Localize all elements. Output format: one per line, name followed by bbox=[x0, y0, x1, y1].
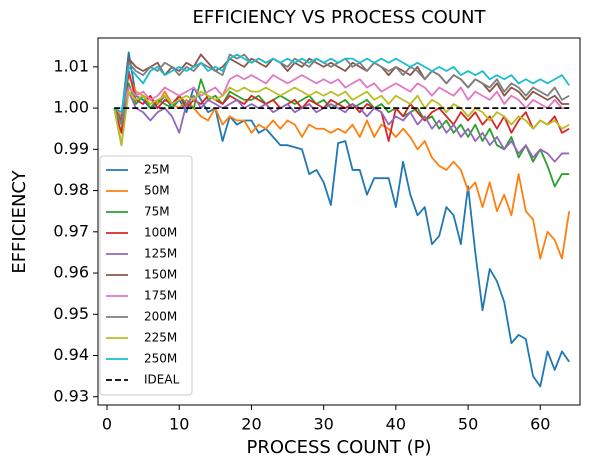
chart-title: EFFICIENCY VS PROCESS COUNT bbox=[193, 7, 487, 28]
y-tick-label: 0.96 bbox=[53, 263, 89, 282]
series-line bbox=[113, 74, 570, 114]
x-tick-label: 20 bbox=[241, 415, 261, 434]
legend-label: 200M bbox=[144, 310, 177, 324]
series-line bbox=[113, 53, 570, 114]
plot-frame bbox=[97, 37, 581, 406]
legend-label: 100M bbox=[144, 226, 177, 240]
series-line bbox=[113, 86, 570, 147]
series-line bbox=[113, 78, 570, 188]
legend-label: 25M bbox=[144, 163, 170, 177]
legend-label: IDEAL bbox=[144, 373, 180, 387]
legend-label: 250M bbox=[144, 352, 177, 366]
x-tick-label: 40 bbox=[386, 415, 406, 434]
legend-label: 125M bbox=[144, 247, 177, 261]
legend-label: 175M bbox=[144, 289, 177, 303]
y-tick-label: 1.01 bbox=[53, 56, 89, 75]
x-tick-label: 50 bbox=[458, 415, 478, 434]
series-line bbox=[113, 53, 570, 122]
y-tick-label: 0.93 bbox=[53, 386, 89, 405]
legend-label: 225M bbox=[144, 331, 177, 345]
series-line bbox=[113, 70, 570, 142]
y-tick-label: 0.95 bbox=[53, 304, 89, 323]
x-axis-label: PROCESS COUNT (P) bbox=[246, 437, 431, 458]
x-tick-label: 0 bbox=[102, 415, 112, 434]
y-tick-label: 0.97 bbox=[53, 221, 89, 240]
legend-label: 50M bbox=[144, 184, 170, 198]
x-tick-label: 10 bbox=[169, 415, 189, 434]
y-tick-label: 1.00 bbox=[53, 98, 89, 117]
y-tick-label: 0.99 bbox=[53, 139, 89, 158]
legend-label: 150M bbox=[144, 268, 177, 282]
legend: 25M 50M 75M 100M 125M 150M 175M 200M 225M 250M IDE… bbox=[99, 155, 193, 396]
legend-box bbox=[99, 155, 193, 396]
series-line bbox=[113, 90, 570, 163]
y-tick-label: 0.98 bbox=[53, 180, 89, 199]
y-axis-label: EFFICIENCY bbox=[9, 169, 30, 273]
y-tick-label: 0.94 bbox=[53, 345, 89, 364]
x-tick-label: 60 bbox=[530, 415, 550, 434]
legend-label: 75M bbox=[144, 205, 170, 219]
x-tick-label: 30 bbox=[313, 415, 333, 434]
